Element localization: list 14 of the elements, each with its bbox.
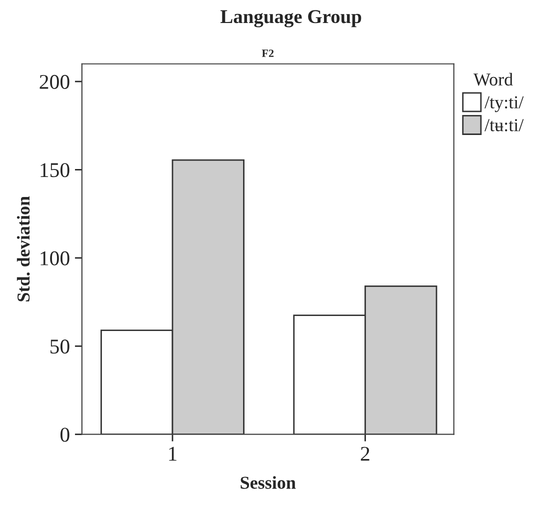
y-tick-label: 150 xyxy=(40,163,70,178)
y-tick-label: 50 xyxy=(50,340,70,354)
legend-label: /tʉ:ti/ xyxy=(484,119,524,132)
x-axis-title: Session xyxy=(240,476,296,489)
chart-title: Language Group xyxy=(220,10,362,28)
x-tick-label: 1 xyxy=(169,446,176,461)
x-tick-label: 2 xyxy=(360,446,370,461)
legend-title: Word xyxy=(473,72,513,86)
y-tick-label: 0 xyxy=(60,428,70,442)
y-tick-label: 100 xyxy=(40,251,70,266)
y-tick-label: 200 xyxy=(40,74,70,89)
chart-subtitle: F2 xyxy=(262,50,274,57)
y-axis-title: Std. deviation xyxy=(16,196,30,302)
legend-label: /ty:ti/ xyxy=(484,96,524,112)
